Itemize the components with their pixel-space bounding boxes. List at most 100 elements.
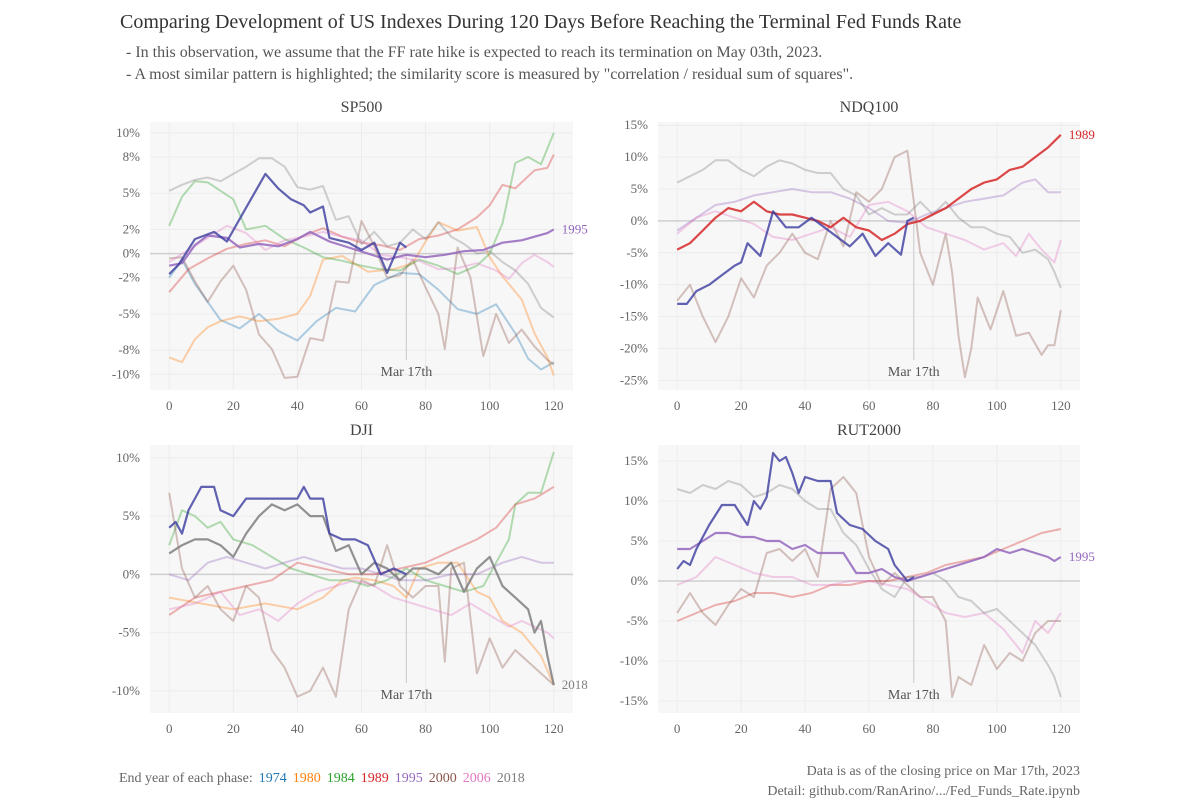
y-tick-label: -15% <box>620 309 648 324</box>
series-line-current <box>677 210 915 305</box>
x-tick-label: 40 <box>291 721 304 736</box>
y-tick-label: 5% <box>123 508 141 523</box>
series-line-2006 <box>676 556 1062 654</box>
y-tick-label: -2% <box>118 270 140 285</box>
series-line-2006 <box>168 579 555 640</box>
x-tick-label: 40 <box>799 721 812 736</box>
subtitle-line-2: - A most similar pattern is highlighted;… <box>126 66 854 83</box>
y-tick-label: -8% <box>118 342 140 357</box>
x-tick-label: 0 <box>166 721 173 736</box>
reference-label: Mar 17th <box>381 365 433 380</box>
reference-label: Mar 17th <box>381 688 433 703</box>
x-tick-label: 120 <box>544 721 564 736</box>
x-tick-label: 80 <box>926 721 939 736</box>
y-tick-label: -10% <box>620 277 648 292</box>
panel-ndq100: NDQ100 -25% -20% -15% -10% -5% 0% 5% 10% 15% 0 20 40… <box>620 99 1095 413</box>
y-tick-label: 8% <box>123 149 141 164</box>
y-tick-label: 5% <box>631 533 649 548</box>
x-tick-label: 0 <box>166 398 173 413</box>
x-tick-label: 120 <box>1051 721 1071 736</box>
highlight-series-label: 1989 <box>1069 127 1095 142</box>
series-line-1984 <box>168 451 555 593</box>
y-tick-label: -20% <box>620 341 648 356</box>
series-line-2006 <box>676 200 1062 264</box>
y-tick-label: -5% <box>626 245 648 260</box>
y-tick-label: 10% <box>116 125 140 140</box>
panel-rut2000: RUT2000 -15% -10% -5% 0% 5% 10% 15% 0 20 40 60 80 100… <box>620 422 1095 736</box>
legend-item-1980: 1980 <box>292 771 321 786</box>
reference-label: Mar 17th <box>888 688 940 703</box>
y-tick-label: 10% <box>116 450 140 465</box>
x-tick-label: 100 <box>987 398 1007 413</box>
y-tick-label: 0% <box>123 246 141 261</box>
x-tick-label: 80 <box>419 398 432 413</box>
panel-title: NDQ100 <box>840 99 899 116</box>
x-tick-label: 120 <box>1051 398 1071 413</box>
y-tick-label: -5% <box>118 625 140 640</box>
y-tick-label: 0% <box>631 213 649 228</box>
series-line-1995-highlight <box>168 228 555 267</box>
series-line-1980 <box>169 561 555 686</box>
x-tick-label: 100 <box>987 721 1007 736</box>
highlight-series-label: 2018 <box>562 677 588 692</box>
series-line-1984 <box>168 132 555 276</box>
series-line-2018-highlight <box>168 503 555 686</box>
y-tick-label: 5% <box>123 185 141 200</box>
y-tick-label: 10% <box>624 149 648 164</box>
panel-dji: DJI -10% -5% 0% 5% 10% 0 20 40 60 80 100 120 Mar 17th… <box>112 422 588 736</box>
series-line-2018 <box>676 159 1062 289</box>
x-tick-label: 100 <box>480 398 500 413</box>
series-line-2006 <box>168 224 555 280</box>
legend-item-2018: 2018 <box>496 771 525 786</box>
series-line-2018 <box>676 480 1062 698</box>
series-line-current <box>168 485 407 576</box>
y-tick-label: -10% <box>112 683 140 698</box>
legend-label: End year of each phase: <box>119 771 253 786</box>
y-tick-label: 15% <box>624 453 648 468</box>
highlight-series-label: 1995 <box>1069 549 1095 564</box>
highlight-series-label: 1995 <box>562 221 588 236</box>
y-tick-label: 10% <box>624 493 648 508</box>
y-tick-label: 15% <box>624 117 648 132</box>
y-tick-label: 0% <box>123 566 141 581</box>
y-tick-label: 0% <box>631 573 649 588</box>
subtitle-line-1: - In this observation, we assume that th… <box>126 44 823 61</box>
y-tick-label: -25% <box>620 372 648 387</box>
series-line-current <box>676 451 915 583</box>
x-tick-label: 20 <box>735 398 748 413</box>
y-tick-label: 2% <box>123 221 141 236</box>
series-line-1989 <box>676 528 1062 622</box>
legend-item-1995: 1995 <box>394 771 423 786</box>
panel-title: SP500 <box>341 99 383 116</box>
series-line-1989 <box>168 486 555 616</box>
series-line-2000 <box>676 149 1062 379</box>
legend-item-1989: 1989 <box>360 771 389 786</box>
x-tick-label: 40 <box>799 398 812 413</box>
data-date-note: Data is as of the closing price on Mar 1… <box>806 764 1080 779</box>
x-tick-label: 20 <box>227 721 240 736</box>
legend: End year of each phase: 1974 1980 1984 1989 1… <box>119 771 525 787</box>
series-line-2000 <box>168 492 555 698</box>
x-tick-label: 60 <box>355 721 368 736</box>
series-line-1974 <box>168 258 555 371</box>
x-tick-label: 100 <box>480 721 500 736</box>
series-line-1995 <box>676 178 1061 232</box>
legend-item-1974: 1974 <box>258 771 287 786</box>
x-tick-label: 0 <box>674 721 681 736</box>
x-tick-label: 20 <box>227 398 240 413</box>
y-tick-label: -5% <box>626 613 648 628</box>
series-line-1995 <box>168 555 554 582</box>
y-tick-label: 5% <box>631 181 649 196</box>
x-tick-label: 20 <box>735 721 748 736</box>
reference-label: Mar 17th <box>888 365 940 380</box>
series-line-1989-highlight <box>676 134 1062 251</box>
series-line-1989 <box>168 154 555 293</box>
panel-sp500: SP500 -10% -8% -5% -2% 0% 2% 5% 8% 10% 0 20 40 60 80 10… <box>112 99 588 413</box>
series-line-current <box>168 172 408 275</box>
panel-title: RUT2000 <box>837 422 901 439</box>
x-tick-label: 60 <box>863 721 876 736</box>
source-link[interactable]: Detail: github.com/RanArino/.../Fed_Fund… <box>767 784 1080 799</box>
legend-item-2006: 2006 <box>462 771 491 786</box>
x-tick-label: 40 <box>291 398 304 413</box>
